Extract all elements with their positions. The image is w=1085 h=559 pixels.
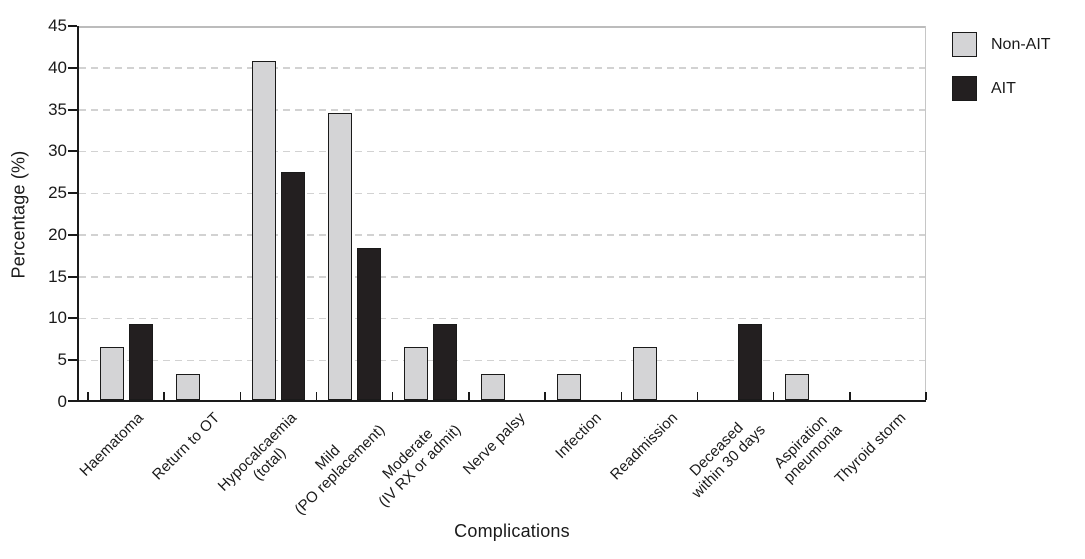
y-axis-line [77, 26, 79, 402]
bar [404, 347, 429, 400]
x-axis-tick [391, 392, 394, 400]
y-axis-title-text: Percentage (%) [8, 150, 29, 278]
x-axis-tick [239, 392, 242, 400]
y-gridline [79, 192, 925, 195]
legend-label-non-ait: Non-AIT [991, 36, 1051, 53]
y-axis-title: Percentage (%) [2, 26, 36, 402]
legend-label-ait: AIT [991, 80, 1016, 97]
y-axis-tick-label: 40 [48, 57, 67, 77]
bar [556, 374, 581, 400]
y-gridline [79, 359, 925, 362]
y-axis-tick-label: 10 [48, 308, 67, 328]
y-axis-tick-label: 25 [48, 183, 67, 203]
bar [433, 323, 458, 400]
y-axis-tick [68, 192, 77, 195]
x-axis-tick [620, 392, 623, 400]
y-axis-tick [68, 400, 77, 402]
legend-item-ait: AIT [952, 76, 1051, 101]
y-gridline [79, 67, 925, 69]
y-gridline [79, 317, 925, 320]
plot-frame-top [77, 26, 926, 28]
x-category-label: Infection [551, 409, 605, 463]
bar [128, 323, 153, 400]
y-axis-tick [68, 359, 77, 362]
legend-item-non-ait: Non-AIT [952, 32, 1051, 57]
x-category-label: Nerve palsy [459, 409, 529, 479]
y-gridline [79, 276, 925, 278]
y-axis-tick [68, 25, 77, 27]
legend-swatch-ait [952, 76, 977, 101]
x-axis-title: Complications [454, 521, 570, 541]
bar [632, 347, 657, 400]
x-category-label: Haematoma [76, 409, 148, 480]
bar [175, 374, 200, 400]
bar [357, 247, 382, 400]
y-axis-tick-label: 15 [48, 266, 67, 286]
y-axis-tick [68, 317, 77, 320]
bar [251, 60, 276, 400]
y-gridline [79, 234, 925, 236]
x-axis-tick [696, 392, 699, 400]
x-category-label: Deceased within 30 days [686, 419, 769, 502]
x-axis-line [77, 400, 926, 402]
y-axis-tick [68, 233, 77, 236]
x-category-label: Readmission [606, 409, 681, 484]
x-axis-tick [468, 392, 470, 400]
x-axis-tick [849, 392, 851, 400]
plot-area: 0 5 10 15 20 25 30 35 40 45 [48, 16, 927, 411]
x-axis-tick [772, 392, 775, 400]
y-axis-tick [68, 108, 77, 111]
y-gridline [79, 109, 925, 111]
x-axis-tick [315, 392, 318, 400]
bar [99, 347, 124, 400]
y-gridline [79, 150, 925, 153]
x-axis-tick [163, 392, 165, 400]
y-axis-tick [68, 275, 77, 278]
y-axis-tick [68, 66, 77, 69]
bar [280, 171, 305, 400]
bar [738, 323, 763, 400]
y-axis-tick-label: 0 [57, 392, 67, 411]
y-axis-tick-label: 35 [48, 99, 67, 119]
legend-swatch-non-ait [952, 32, 977, 57]
x-category-label: Thyroid storm [831, 409, 910, 488]
y-axis-tick-label: 45 [48, 16, 67, 35]
plot-frame-right [924, 26, 926, 402]
bar [785, 374, 810, 400]
y-axis-tick-label: 20 [48, 224, 67, 244]
bar [480, 374, 505, 400]
legend: Non-AIT AIT [952, 32, 1051, 120]
x-category-label: Return to OT [149, 409, 224, 484]
x-axis-tick [87, 392, 89, 400]
y-axis-tick-label: 5 [57, 350, 67, 370]
x-axis-tick [544, 392, 546, 400]
x-axis-tick [925, 392, 927, 400]
y-axis-tick-label: 30 [48, 141, 67, 161]
bar [328, 112, 353, 400]
y-axis-tick [68, 150, 77, 153]
